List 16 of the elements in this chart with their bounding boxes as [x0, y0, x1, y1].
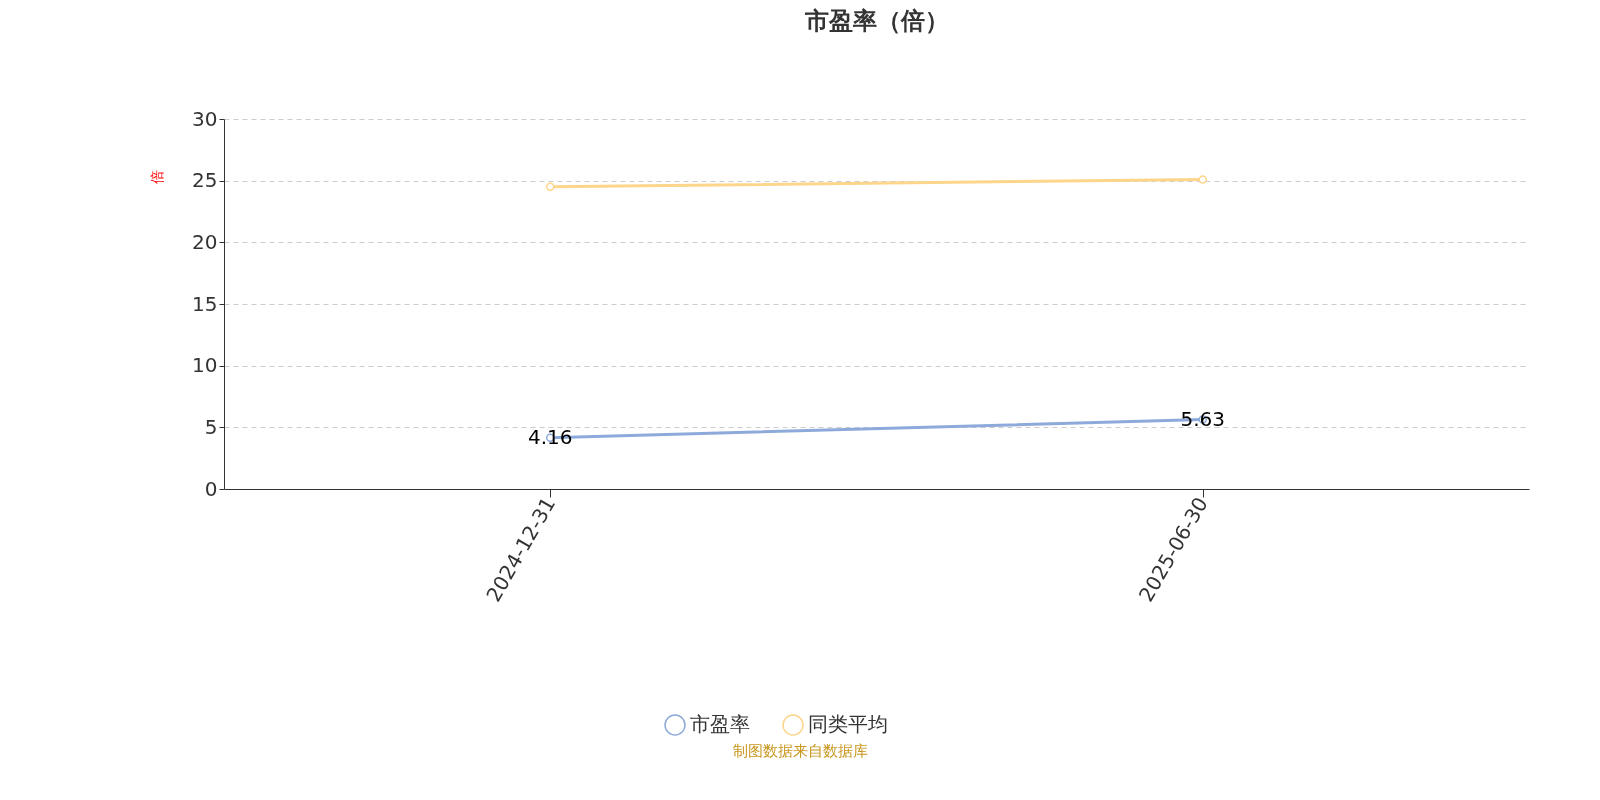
y-tick-label: 5: [204, 414, 218, 439]
y-tick-label: 30: [192, 106, 218, 131]
text: 制图数据来自数据库: [731, 742, 869, 761]
point: [1198, 175, 1208, 184]
point: [545, 182, 555, 192]
y-tick-label: 20: [192, 229, 218, 254]
y-tick-label: 10: [192, 353, 218, 378]
y-tick-label: 15: [192, 291, 218, 316]
legend-label: 市盈率: [690, 712, 750, 736]
y-tick-label: 25: [192, 168, 218, 193]
chart-title: 市盈率（倍）: [803, 7, 949, 35]
y-tick-label: 0: [204, 476, 218, 501]
legend-label: 同类平均: [808, 712, 888, 736]
data-label: 5.63: [1180, 406, 1226, 431]
data-label: 4.16: [527, 424, 573, 449]
y-axis-title: 倍: [148, 169, 165, 184]
